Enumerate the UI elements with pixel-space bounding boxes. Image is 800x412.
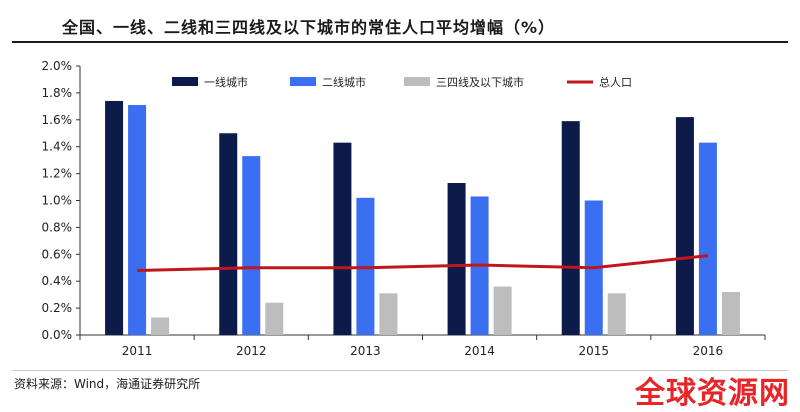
source-divider (12, 370, 788, 371)
bar (105, 100, 124, 335)
y-tick-label: 1.4% (42, 140, 73, 154)
bar (493, 286, 512, 335)
bar (698, 142, 717, 335)
bar (265, 302, 284, 335)
bar (333, 142, 352, 335)
legend-swatch (404, 77, 430, 86)
total-population-line (137, 254, 709, 272)
y-tick-label: 1.2% (42, 167, 73, 181)
bar (128, 105, 147, 335)
legend-swatch (172, 77, 198, 86)
legend-label: 总人口 (599, 75, 632, 89)
y-tick-label: 2.0% (42, 59, 73, 73)
bar (379, 293, 398, 335)
x-tick-label: 2013 (350, 344, 381, 358)
y-tick-label: 1.6% (42, 113, 73, 127)
bar (675, 117, 694, 335)
bar (219, 133, 238, 335)
x-tick-label: 2015 (578, 344, 609, 358)
y-tick-label: 0.4% (42, 274, 73, 288)
title-divider (12, 41, 788, 43)
bar (607, 293, 626, 335)
legend-label: 一线城市 (204, 75, 248, 89)
source-note: 资料来源：Wind，海通证券研究所 (14, 377, 201, 391)
x-tick-label: 2014 (464, 344, 495, 358)
y-tick-label: 0.2% (42, 301, 73, 315)
y-tick-label: 0.0% (42, 328, 73, 342)
bar (447, 183, 466, 335)
legend-label: 三四线及以下城市 (436, 75, 524, 89)
bar (561, 121, 580, 336)
chart-title: 全国、一线、二线和三四线及以下城市的常住人口平均增幅（%） (62, 18, 556, 37)
x-tick-label: 2011 (122, 344, 153, 358)
legend-label: 二线城市 (322, 75, 366, 89)
watermark-logo: 全球资源网 (635, 376, 790, 411)
bar (721, 291, 740, 335)
x-tick-label: 2016 (693, 344, 724, 358)
y-tick-label: 0.6% (42, 247, 73, 261)
bar (151, 317, 170, 335)
y-tick-label: 1.0% (42, 194, 73, 208)
y-tick-label: 1.8% (42, 86, 73, 100)
legend-swatch (290, 77, 316, 86)
y-tick-label: 0.8% (42, 220, 73, 234)
x-tick-label: 2012 (236, 344, 267, 358)
bar (242, 156, 261, 335)
